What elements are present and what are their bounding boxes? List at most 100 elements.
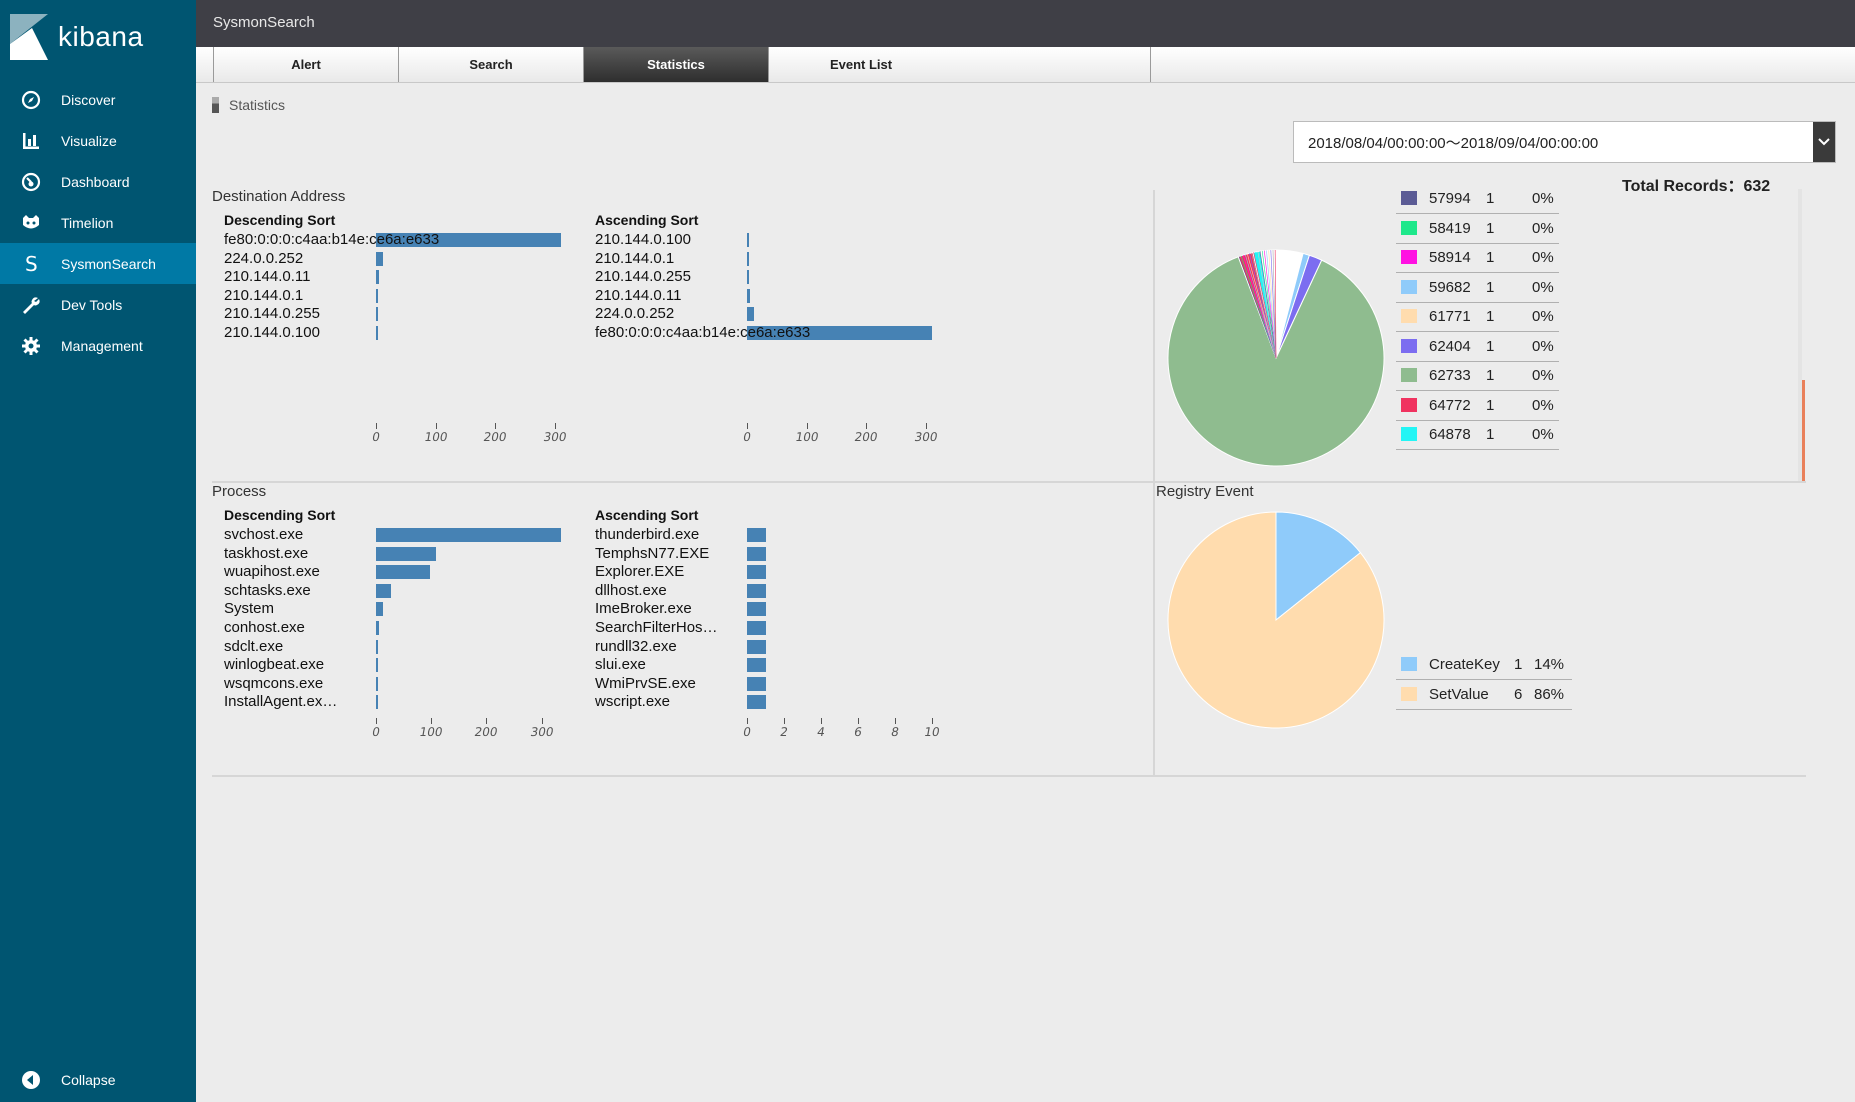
proc-desc-tick-label: 300 bbox=[528, 725, 555, 739]
dest-asc-bar[interactable] bbox=[747, 288, 750, 303]
proc-desc-tick bbox=[486, 718, 488, 724]
port-legend-count: 1 bbox=[1486, 396, 1495, 414]
tab-search[interactable]: Search bbox=[398, 47, 583, 82]
proc-asc-bar[interactable] bbox=[747, 695, 766, 710]
collapse-button[interactable]: Collapse bbox=[0, 1060, 196, 1100]
legend-scrollbar-track[interactable] bbox=[1798, 189, 1802, 481]
tab-alert[interactable]: Alert bbox=[213, 47, 398, 82]
proc-asc-bar[interactable] bbox=[747, 621, 766, 635]
dest-asc-label: 210.144.0.255 bbox=[595, 268, 691, 286]
proc-asc-bar[interactable] bbox=[747, 546, 766, 561]
pie-slice-line bbox=[1261, 250, 1277, 359]
proc-desc-label: taskhost.exe bbox=[224, 544, 309, 562]
port-legend-row[interactable]: 62733 1 0% bbox=[1396, 361, 1559, 391]
dest-asc-bar[interactable] bbox=[747, 251, 750, 266]
port-legend-row[interactable]: 57994 1 0% bbox=[1396, 184, 1559, 214]
port-legend-key: 61771 bbox=[1429, 308, 1471, 325]
dest-desc-label: 224.0.0.252 bbox=[224, 249, 304, 267]
proc-asc-bar[interactable] bbox=[747, 528, 766, 542]
port-legend-row[interactable]: 64772 1 0% bbox=[1396, 391, 1559, 421]
proc-asc-label: slui.exe bbox=[595, 656, 646, 674]
proc-asc-tick-label: 10 bbox=[923, 725, 941, 739]
registry-legend-count: 1 bbox=[1514, 656, 1523, 673]
tab-statistics[interactable]: Statistics bbox=[583, 47, 768, 82]
proc-asc-tick bbox=[747, 718, 748, 724]
pie-slice-62404[interactable] bbox=[1275, 254, 1323, 359]
proc-desc-bar[interactable] bbox=[376, 676, 378, 691]
tab-event-list[interactable]: Event List bbox=[768, 47, 953, 82]
registry-legend-row[interactable]: SetValue 6 86% bbox=[1396, 680, 1572, 710]
sidebar-item-dev-tools[interactable]: Dev Tools bbox=[0, 284, 196, 325]
chevron-down-icon[interactable] bbox=[1813, 122, 1835, 162]
dest-asc-bar[interactable] bbox=[747, 326, 932, 340]
proc-desc-bar[interactable] bbox=[376, 528, 561, 542]
port-legend-percent: 0% bbox=[1532, 190, 1554, 207]
dest-desc-bar[interactable] bbox=[376, 326, 378, 340]
proc-desc-bar[interactable] bbox=[376, 639, 379, 654]
port-legend-percent: 0% bbox=[1532, 249, 1554, 266]
breadcrumb-marker-icon bbox=[212, 97, 219, 113]
dest-desc-tick bbox=[435, 423, 437, 429]
dest-asc-bar[interactable] bbox=[747, 233, 749, 247]
date-range-select[interactable]: 2018/08/04/00:00:00～2018/09/04/00:00:00 bbox=[1293, 121, 1836, 163]
sidebar-item-visualize[interactable]: Visualize bbox=[0, 120, 196, 161]
legend-scrollbar-thumb[interactable] bbox=[1802, 380, 1805, 481]
dest-desc-bar[interactable] bbox=[376, 233, 561, 247]
proc-asc-bar[interactable] bbox=[747, 676, 766, 691]
pie-slice-createkey[interactable] bbox=[1275, 511, 1362, 622]
port-legend-row[interactable]: 62404 1 0% bbox=[1396, 332, 1559, 362]
process-ascending-title: Ascending Sort bbox=[595, 507, 699, 523]
proc-desc-label: winlogbeat.exe bbox=[224, 656, 325, 674]
tab-bar: Alert Search Statistics Event List bbox=[196, 47, 1855, 83]
dest-desc-label: 210.144.0.11 bbox=[224, 268, 311, 286]
proc-desc-bar[interactable] bbox=[376, 695, 378, 710]
sidebar: kibana Discover Visualize Dashboard Time… bbox=[0, 0, 196, 1102]
proc-asc-bar[interactable] bbox=[747, 565, 766, 580]
port-legend-row[interactable]: 61771 1 0% bbox=[1396, 302, 1559, 332]
proc-asc-tick-label: 2 bbox=[778, 725, 790, 739]
dest-desc-bar[interactable] bbox=[376, 288, 379, 303]
dest-asc-bar[interactable] bbox=[747, 307, 755, 322]
sidebar-item-sysmonsearch[interactable]: S SysmonSearch bbox=[0, 243, 196, 284]
registry-legend-row[interactable]: CreateKey 1 14% bbox=[1396, 650, 1572, 680]
sidebar-item-discover[interactable]: Discover bbox=[0, 79, 196, 120]
proc-desc-tick-label: 100 bbox=[418, 725, 444, 739]
proc-asc-bar[interactable] bbox=[747, 583, 766, 598]
pie-slice-line bbox=[1272, 250, 1277, 359]
port-legend-row[interactable]: 59682 1 0% bbox=[1396, 273, 1559, 303]
proc-desc-bar[interactable] bbox=[376, 602, 383, 617]
dest-asc-bar[interactable] bbox=[747, 270, 750, 285]
kibana-logo[interactable]: kibana bbox=[10, 14, 144, 60]
proc-asc-tick bbox=[784, 718, 785, 724]
proc-desc-bar[interactable] bbox=[376, 621, 379, 635]
sidebar-nav: Discover Visualize Dashboard Timelion S … bbox=[0, 79, 196, 366]
panel-divider-vertical bbox=[1153, 190, 1155, 776]
proc-desc-bar[interactable] bbox=[376, 658, 378, 673]
proc-desc-label: sdclt.exe bbox=[224, 637, 284, 655]
proc-asc-bar[interactable] bbox=[747, 602, 766, 617]
port-legend-row[interactable]: 58419 1 0% bbox=[1396, 214, 1559, 244]
dest-desc-bar[interactable] bbox=[376, 270, 379, 285]
sidebar-item-timelion[interactable]: Timelion bbox=[0, 202, 196, 243]
pie-slice-line bbox=[1268, 250, 1277, 359]
sidebar-item-label: Dev Tools bbox=[61, 296, 123, 313]
pie-slice-62733[interactable] bbox=[1167, 256, 1385, 467]
port-legend-row[interactable]: 58914 1 0% bbox=[1396, 243, 1559, 273]
port-legend-key: 58419 bbox=[1429, 219, 1471, 237]
proc-desc-bar[interactable] bbox=[376, 583, 392, 598]
proc-asc-bar[interactable] bbox=[747, 658, 766, 673]
sidebar-item-dashboard[interactable]: Dashboard bbox=[0, 161, 196, 202]
port-legend-count: 1 bbox=[1486, 308, 1495, 325]
dest-desc-bar[interactable] bbox=[376, 251, 384, 266]
dest-asc-tick-label: 300 bbox=[913, 430, 939, 444]
pie-slice-setvalue[interactable] bbox=[1167, 511, 1385, 729]
port-legend-row[interactable]: 64878 1 0% bbox=[1396, 420, 1559, 450]
dest-desc-bar[interactable] bbox=[376, 307, 379, 322]
sidebar-item-management[interactable]: Management bbox=[0, 325, 196, 366]
proc-desc-bar[interactable] bbox=[376, 546, 436, 561]
proc-asc-tick-label: 0 bbox=[741, 725, 753, 739]
proc-asc-label: Explorer.EXE bbox=[595, 563, 685, 581]
proc-desc-bar[interactable] bbox=[376, 565, 431, 580]
dest-desc-tick bbox=[376, 423, 377, 429]
proc-asc-bar[interactable] bbox=[747, 639, 766, 654]
